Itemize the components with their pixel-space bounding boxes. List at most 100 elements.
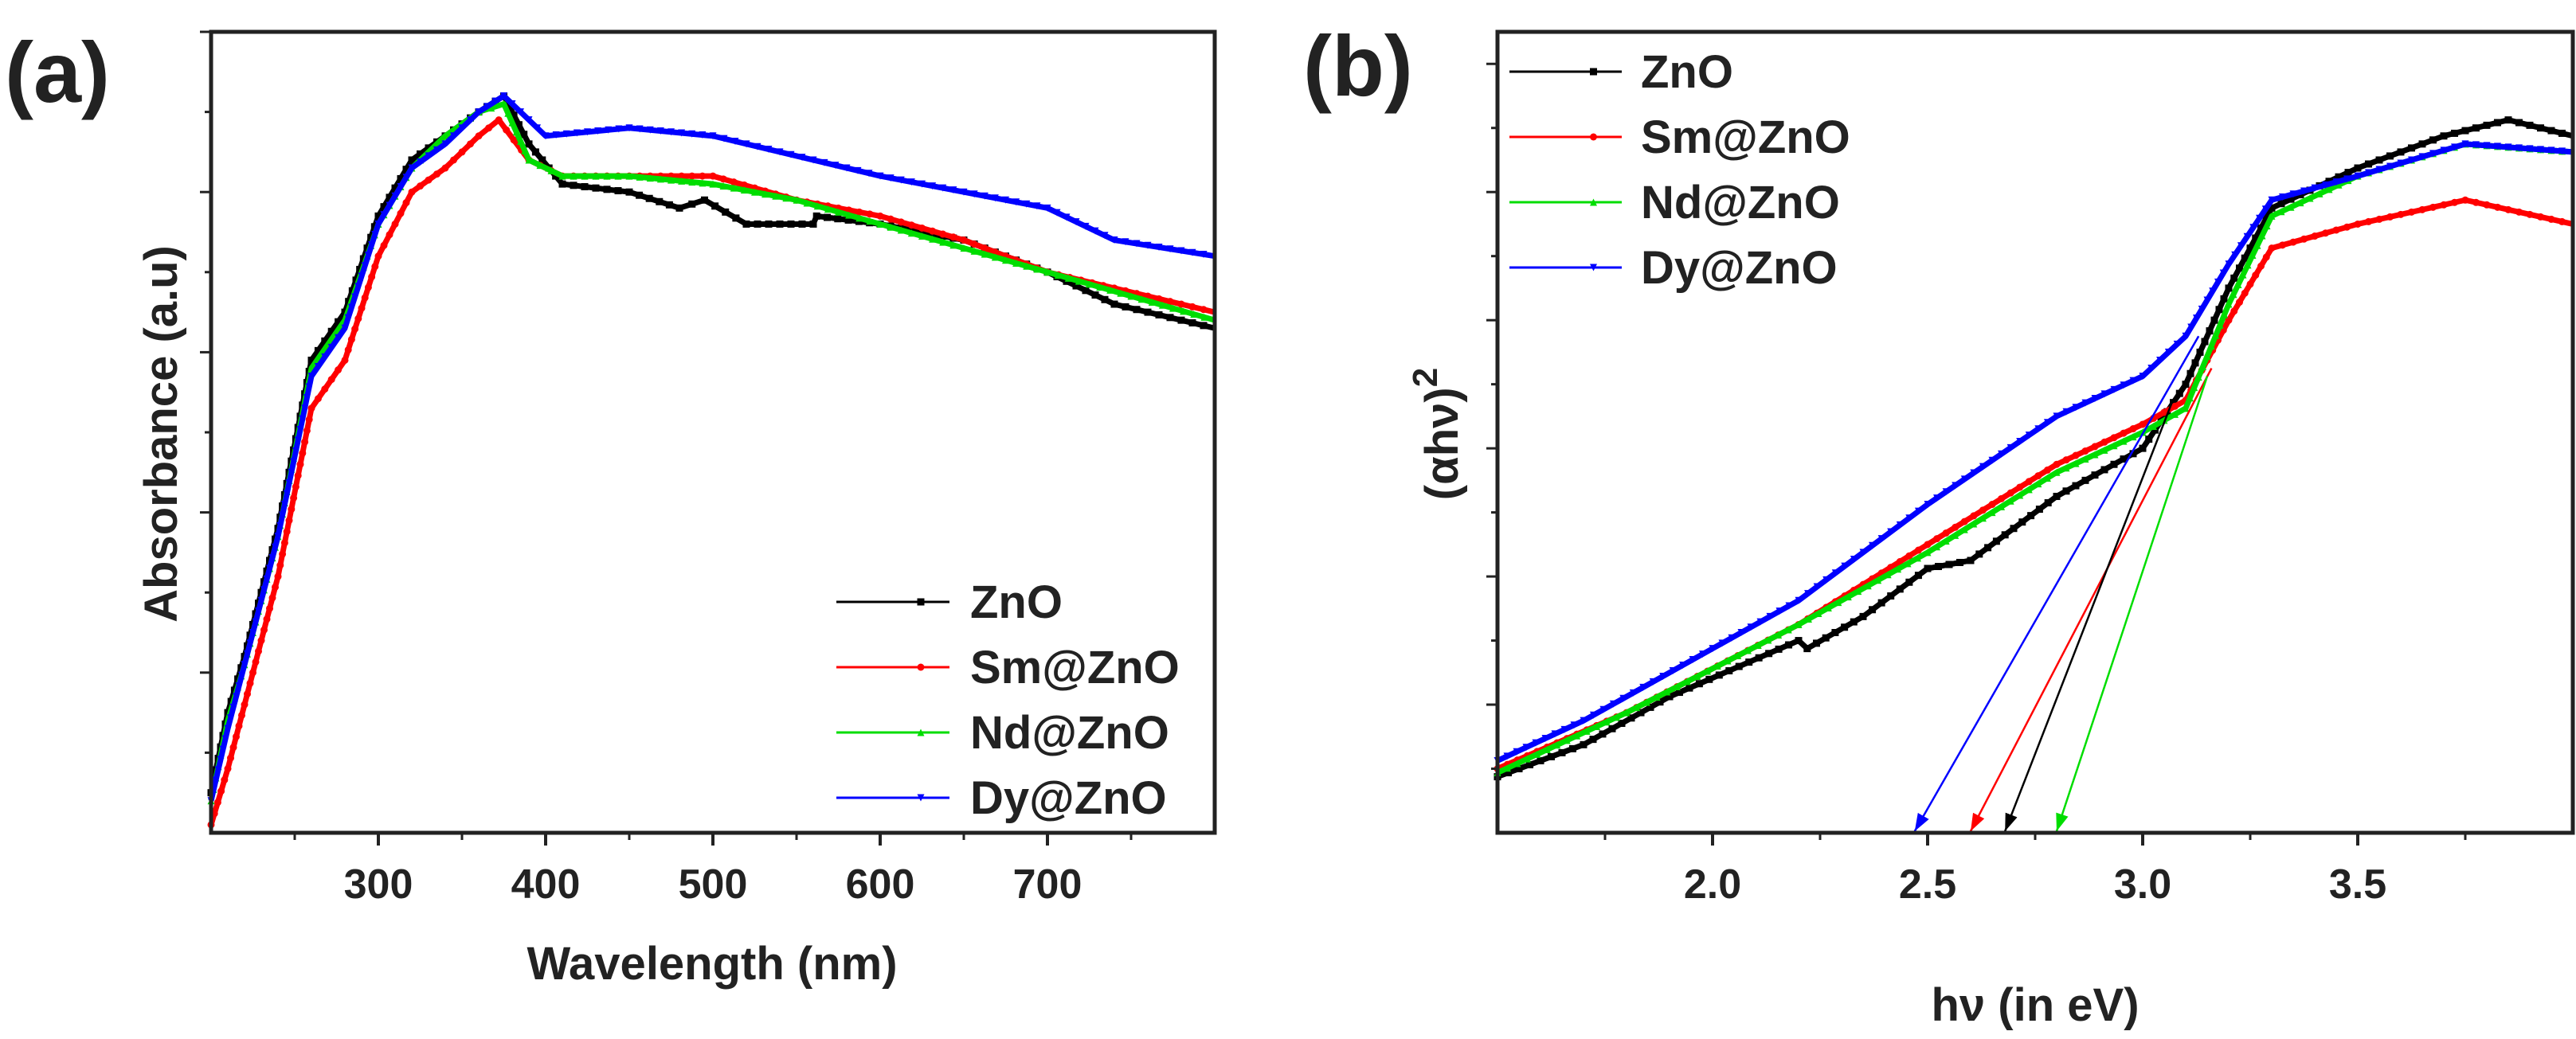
data-point bbox=[2335, 181, 2343, 189]
data-point bbox=[495, 116, 503, 124]
data-point bbox=[266, 564, 273, 572]
data-point bbox=[1043, 268, 1051, 276]
data-point bbox=[1745, 658, 1753, 666]
data-point bbox=[1988, 501, 1996, 509]
data-point bbox=[730, 184, 738, 192]
data-point bbox=[214, 766, 222, 774]
data-point bbox=[2016, 491, 2024, 499]
data-point bbox=[525, 116, 533, 124]
data-point bbox=[1734, 651, 1742, 659]
data-point bbox=[1979, 506, 1987, 514]
data-point bbox=[335, 366, 343, 374]
data-point bbox=[1942, 529, 1950, 537]
data-point bbox=[2100, 390, 2108, 398]
legend-marker bbox=[917, 598, 925, 606]
data-point bbox=[2053, 412, 2061, 420]
data-point bbox=[397, 209, 405, 217]
data-point bbox=[1693, 673, 1701, 681]
data-point bbox=[2268, 244, 2276, 252]
data-point bbox=[2246, 280, 2254, 288]
data-point bbox=[1998, 450, 2006, 458]
data-point bbox=[719, 175, 727, 183]
data-point bbox=[285, 517, 293, 525]
data-point bbox=[843, 164, 851, 172]
data-point bbox=[285, 479, 293, 487]
data-point bbox=[709, 132, 717, 140]
data-point bbox=[224, 725, 232, 732]
legend-item: Nd@ZnO bbox=[1509, 177, 1840, 229]
data-point bbox=[1896, 585, 1904, 593]
data-point bbox=[233, 693, 240, 701]
data-point bbox=[341, 356, 349, 364]
data-point bbox=[290, 494, 298, 502]
data-point bbox=[2120, 429, 2128, 437]
data-point bbox=[1979, 514, 1987, 522]
data-point bbox=[1570, 721, 1578, 729]
data-point bbox=[2252, 234, 2260, 242]
data-point bbox=[1975, 550, 1983, 558]
data-point bbox=[1629, 689, 1637, 697]
data-point bbox=[1924, 549, 1932, 557]
data-point bbox=[699, 172, 707, 180]
data-point bbox=[1623, 709, 1631, 717]
data-point bbox=[2504, 205, 2512, 213]
data-point bbox=[244, 690, 251, 698]
data-point bbox=[1583, 727, 1591, 735]
data-point bbox=[1573, 732, 1581, 740]
data-point bbox=[2081, 476, 2089, 484]
data-point bbox=[1728, 634, 1736, 642]
data-point bbox=[2268, 204, 2276, 212]
data-point bbox=[335, 334, 343, 342]
data-point bbox=[307, 373, 315, 381]
data-point bbox=[1960, 518, 1968, 525]
data-point bbox=[949, 186, 957, 194]
data-point bbox=[2100, 466, 2108, 474]
series-line bbox=[1496, 141, 2574, 764]
data-point bbox=[1952, 523, 1959, 531]
data-point bbox=[2408, 156, 2415, 164]
data-point bbox=[2515, 119, 2523, 127]
data-point bbox=[1992, 537, 2000, 545]
data-point bbox=[1603, 718, 1611, 726]
data-point bbox=[1935, 563, 1942, 571]
data-point bbox=[2100, 446, 2108, 454]
data-point bbox=[292, 447, 299, 455]
data-point bbox=[425, 176, 433, 184]
data-point bbox=[2241, 254, 2249, 262]
data-point bbox=[274, 572, 282, 580]
data-point bbox=[2311, 184, 2319, 192]
legend-label: Nd@ZnO bbox=[970, 707, 1169, 759]
data-point bbox=[1169, 304, 1176, 312]
legend-label: ZnO bbox=[970, 576, 1063, 628]
data-point bbox=[803, 199, 811, 207]
data-point bbox=[1824, 604, 1832, 612]
data-point bbox=[1593, 723, 1601, 731]
data-point bbox=[2221, 311, 2229, 318]
data-point bbox=[570, 172, 577, 180]
data-point bbox=[249, 629, 256, 636]
data-point bbox=[2182, 332, 2190, 340]
data-point bbox=[301, 404, 309, 412]
data-point bbox=[1709, 645, 1717, 653]
data-point bbox=[1656, 698, 1664, 706]
data-point bbox=[581, 182, 589, 190]
data-point bbox=[719, 182, 727, 190]
data-point bbox=[2262, 214, 2270, 222]
data-point bbox=[2043, 474, 2051, 482]
data-point bbox=[2279, 241, 2286, 249]
data-point bbox=[2199, 363, 2207, 371]
data-point bbox=[1503, 764, 1511, 772]
data-point bbox=[970, 247, 978, 255]
data-point bbox=[1924, 564, 1932, 572]
data-point bbox=[525, 140, 533, 148]
data-point bbox=[2472, 198, 2480, 206]
legend-marker bbox=[1590, 264, 1597, 271]
data-point bbox=[2451, 198, 2458, 206]
data-point bbox=[2053, 492, 2061, 500]
data-point bbox=[2203, 352, 2211, 360]
data-point bbox=[1766, 612, 1774, 620]
data-point bbox=[276, 561, 284, 569]
data-point bbox=[1148, 299, 1156, 307]
data-point bbox=[2558, 217, 2566, 225]
